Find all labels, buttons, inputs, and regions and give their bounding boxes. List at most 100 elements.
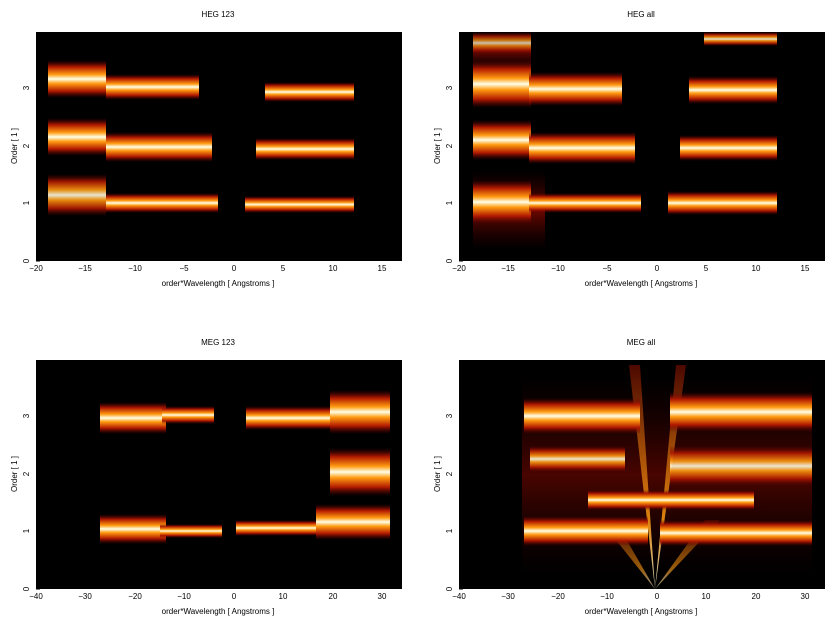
- x-axis-label: order*Wavelength [ Angstroms ]: [585, 607, 698, 616]
- band-order-2-seg-1: [48, 118, 106, 156]
- band-order-3-seg-3: [689, 76, 777, 104]
- band-order-1-seg-2: [529, 193, 641, 213]
- y-tick-label: 1: [22, 528, 31, 533]
- heatmap-bands: [100, 390, 390, 544]
- band-order-3-seg-1: [48, 60, 106, 98]
- band-order-2-seg-1: [330, 448, 390, 496]
- y-tick-label: 0: [22, 258, 31, 263]
- band-order-1-seg-4: [316, 504, 390, 540]
- x-tick-label: −15: [501, 264, 515, 273]
- x-tick-label: −10: [128, 264, 142, 273]
- band-order-1-seg-3: [245, 196, 354, 213]
- x-tick-label: −20: [29, 264, 43, 273]
- x-tick-label: 10: [702, 592, 711, 601]
- y-ticks: 0 1 2 3: [445, 413, 463, 591]
- x-tick-label: 20: [329, 592, 338, 601]
- x-tick-label: −20: [128, 592, 142, 601]
- x-tick-label: 5: [704, 264, 709, 273]
- x-tick-label: 15: [801, 264, 810, 273]
- band-order-1-seg-1: [100, 514, 166, 544]
- x-tick-label: 30: [378, 592, 387, 601]
- x-tick-label: 15: [378, 264, 387, 273]
- band-order-1-seg-1: [473, 180, 531, 224]
- panel-meg-all: MEG all 0 1 2 3 −40 −3: [433, 338, 825, 616]
- band-order-2-seg-2: [670, 446, 812, 486]
- y-tick-label: 2: [445, 471, 454, 476]
- band-order-3-seg-2: [106, 74, 199, 100]
- x-tick-label: 5: [281, 264, 286, 273]
- panel-title: HEG all: [627, 10, 655, 19]
- x-axis-label: order*Wavelength [ Angstroms ]: [585, 279, 698, 288]
- band-order-3-seg-2: [162, 406, 214, 424]
- x-tick-label: 10: [752, 264, 761, 273]
- x-tick-label: 10: [329, 264, 338, 273]
- x-ticks: −20 −15 −10 −5 0 5 10 15: [452, 264, 810, 273]
- band-order-2-seg-2: [529, 132, 635, 164]
- x-tick-label: −30: [78, 592, 92, 601]
- heatmap-bands: [473, 32, 777, 250]
- y-axis-label: Order [ 1 ]: [10, 456, 19, 492]
- x-tick-label: 0: [232, 592, 237, 601]
- y-tick-label: 2: [445, 143, 454, 148]
- band-order-3-seg-1: [100, 402, 166, 434]
- x-tick-label: −30: [501, 592, 515, 601]
- x-tick-label: 10: [279, 592, 288, 601]
- band-order-3-seg-3: [246, 406, 330, 430]
- band-order-1-seg-2: [106, 193, 218, 213]
- band-order-3-seg-2: [670, 392, 812, 432]
- x-tick-label: 0: [655, 592, 660, 601]
- y-ticks: 0 1 2 3: [22, 413, 40, 591]
- band-order-1-seg-2: [660, 520, 812, 546]
- x-tick-label: 0: [655, 264, 660, 273]
- x-tick-label: −10: [600, 592, 614, 601]
- x-tick-label: −10: [551, 264, 565, 273]
- x-tick-label: −20: [551, 592, 565, 601]
- panel-heg-all: HEG all 0 1 2 3 −20: [433, 10, 825, 288]
- y-tick-label: 1: [445, 528, 454, 533]
- heatmap-bands: [522, 365, 812, 589]
- x-ticks: −40 −30 −20 −10 0 10 20 30: [452, 592, 810, 601]
- y-axis-label: Order [ 1 ]: [10, 128, 19, 164]
- y-tick-label: 1: [22, 200, 31, 205]
- x-tick-label: 30: [801, 592, 810, 601]
- x-tick-label: −15: [78, 264, 92, 273]
- y-tick-label: 3: [445, 85, 454, 90]
- x-axis-label: order*Wavelength [ Angstroms ]: [162, 279, 275, 288]
- y-tick-label: 3: [22, 413, 31, 418]
- band-order-3-seg-4: [330, 390, 390, 434]
- y-tick-label: 2: [22, 471, 31, 476]
- y-tick-label: 3: [22, 85, 31, 90]
- band-order-1_5-seg-1: [588, 490, 754, 510]
- panel-heg-123: HEG 123 0 1 2 3 −20 −15 −10 −5: [10, 10, 402, 288]
- band-order-2-seg-3: [256, 138, 354, 160]
- x-tick-label: 20: [752, 592, 761, 601]
- band-order-2-seg-1: [473, 120, 531, 160]
- band-order-2-seg-3: [680, 135, 777, 161]
- x-tick-label: −10: [177, 592, 191, 601]
- x-tick-label: −40: [29, 592, 43, 601]
- x-tick-label: −20: [452, 264, 466, 273]
- y-tick-label: 0: [445, 258, 454, 263]
- x-tick-label: −5: [602, 264, 612, 273]
- x-ticks: −40 −30 −20 −10 0 10 20 30: [29, 592, 387, 601]
- y-axis-label: Order [ 1 ]: [433, 128, 442, 164]
- x-ticks: −20 −15 −10 −5 0 5 10 15: [29, 264, 387, 273]
- band-order-3-seg-1: [473, 60, 531, 108]
- band-order-3-seg-3: [265, 82, 354, 102]
- band-order-3-seg-2: [529, 72, 622, 106]
- x-tick-label: −40: [452, 592, 466, 601]
- y-tick-label: 1: [445, 200, 454, 205]
- band-order-1-seg-3: [668, 191, 777, 215]
- band-order-1-seg-1: [524, 516, 648, 546]
- band-order-1-seg-3: [236, 520, 316, 536]
- x-tick-label: 0: [232, 264, 237, 273]
- panel-title: HEG 123: [202, 10, 235, 19]
- x-tick-label: −5: [179, 264, 189, 273]
- y-tick-label: 2: [22, 143, 31, 148]
- panel-title: MEG 123: [201, 338, 235, 347]
- panel-meg-123: MEG 123 0 1 2 3 −40 −30 −20 −10: [10, 338, 402, 616]
- band-order-4-seg-1: [473, 32, 531, 54]
- band-order-1-seg-2: [160, 524, 222, 538]
- y-ticks: 0 1 2 3: [445, 85, 463, 263]
